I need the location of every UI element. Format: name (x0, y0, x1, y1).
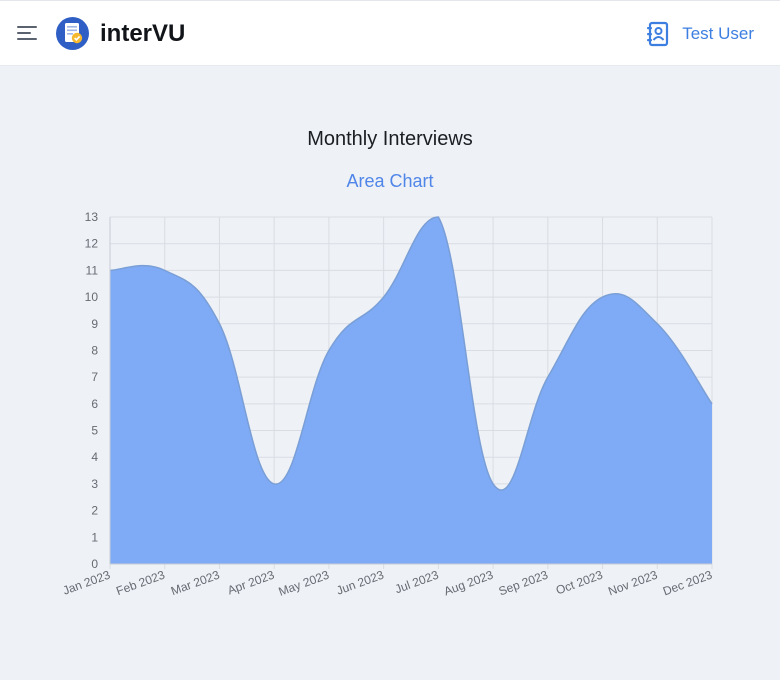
y-tick-label: 11 (86, 263, 99, 277)
y-tick-label: 7 (91, 370, 98, 384)
area-fill (110, 217, 712, 564)
y-tick-label: 6 (91, 397, 98, 411)
y-tick-label: 12 (85, 237, 99, 251)
x-tick-label: Mar 2023 (169, 568, 222, 599)
y-tick-label: 5 (91, 424, 98, 438)
x-tick-label: May 2023 (277, 568, 332, 599)
chart-title: Monthly Interviews (307, 128, 473, 150)
user-menu[interactable]: Test User (646, 20, 754, 48)
x-tick-label: Sep 2023 (497, 568, 550, 599)
x-tick-label: Jul 2023 (393, 568, 441, 597)
x-tick-label: Jan 2023 (61, 568, 112, 598)
y-tick-label: 2 (91, 504, 98, 518)
user-name: Test User (682, 24, 754, 43)
x-tick-label: Jun 2023 (334, 568, 385, 598)
y-tick-label: 4 (91, 450, 98, 464)
y-tick-label: 8 (91, 343, 98, 357)
top-navbar: interVU Test User (0, 0, 780, 66)
x-tick-label: Oct 2023 (554, 568, 605, 598)
area-line (109, 216, 713, 491)
y-tick-label: 3 (91, 477, 98, 491)
x-tick-label: Feb 2023 (114, 568, 167, 599)
chart-subtitle: Area Chart (346, 171, 434, 191)
x-tick-label: Dec 2023 (661, 568, 714, 599)
y-tick-label: 13 (85, 210, 99, 224)
y-tick-label: 1 (91, 530, 98, 544)
y-tick-label: 9 (91, 317, 98, 331)
contact-book-icon (647, 21, 669, 47)
y-tick-label: 0 (91, 557, 98, 571)
x-tick-label: Aug 2023 (442, 568, 495, 599)
brand-name[interactable]: interVU (100, 20, 186, 47)
intervu-logo-icon[interactable] (56, 17, 89, 50)
x-tick-label: Apr 2023 (226, 568, 277, 598)
x-tick-label: Nov 2023 (606, 568, 659, 599)
hamburger-menu-icon[interactable] (17, 26, 39, 42)
y-tick-label: 10 (85, 290, 99, 304)
